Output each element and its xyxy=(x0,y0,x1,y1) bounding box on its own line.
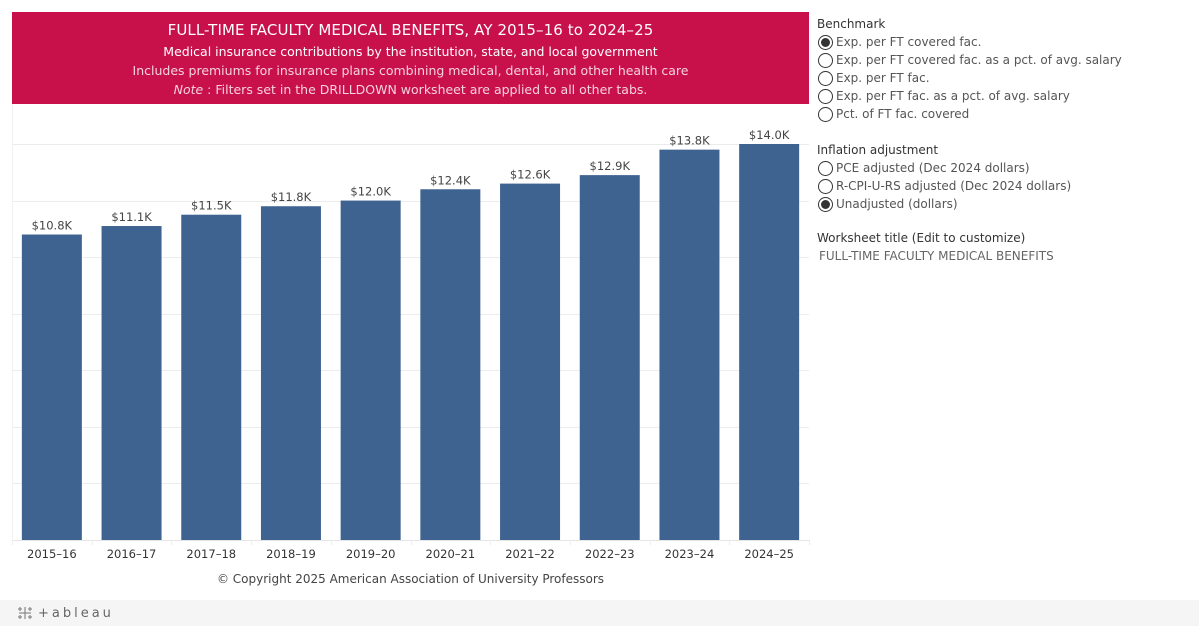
benchmark-option[interactable]: Exp. per FT covered fac. as a pct. of av… xyxy=(817,51,1197,69)
worksheet-title-label: Worksheet title (Edit to customize) xyxy=(817,231,1026,245)
radio-selected-icon[interactable] xyxy=(818,196,833,212)
note-label: Note xyxy=(173,82,204,97)
chart-title: FULL-TIME FACULTY MEDICAL BENEFITS, AY 2… xyxy=(167,21,654,39)
dashboard-header-banner: FULL-TIME FACULTY MEDICAL BENEFITS, AY 2… xyxy=(12,12,809,104)
benchmark-options: Exp. per FT covered fac. Exp. per FT cove… xyxy=(817,33,1197,123)
chart-description: Includes premiums for insurance plans co… xyxy=(132,63,689,78)
benchmark-option[interactable]: Exp. per FT covered fac. xyxy=(817,33,1197,51)
data-label: $12.4K xyxy=(430,173,471,187)
x-tick-label: 2023–24 xyxy=(665,547,715,561)
inflation-option[interactable]: PCE adjusted (Dec 2024 dollars) xyxy=(817,159,1197,177)
bar[interactable] xyxy=(101,226,162,540)
bar[interactable] xyxy=(260,206,321,540)
data-label: $10.8K xyxy=(32,219,73,233)
x-tick-label: 2024–25 xyxy=(744,547,794,561)
bar[interactable] xyxy=(21,234,82,540)
x-axis-tick-labels: 2015–16 2016–17 2017–18 2018–19 2019–20 2020–… xyxy=(27,547,794,561)
data-label: $11.5K xyxy=(191,199,232,213)
inflation-option-label: R-CPI-U-RS adjusted (Dec 2024 dollars) xyxy=(836,179,1072,193)
x-tick-label: 2022–23 xyxy=(585,547,635,561)
data-label: $12.6K xyxy=(510,168,551,182)
data-label: $11.8K xyxy=(271,190,312,204)
data-label: $13.8K xyxy=(669,134,710,148)
copyright-text: © Copyright 2025 American Association of… xyxy=(216,572,605,586)
data-labels: $10.8K $11.1K $11.5K $11.8K $12.0K $12.4K $12.… xyxy=(32,128,790,233)
data-label: $12.9K xyxy=(590,159,631,173)
bar[interactable] xyxy=(659,149,720,540)
x-tick-label: 2019–20 xyxy=(346,547,396,561)
radio-unselected-icon[interactable] xyxy=(818,160,833,176)
data-label: $12.0K xyxy=(350,185,391,199)
inflation-option-label: Unadjusted (dollars) xyxy=(836,197,958,211)
benchmark-label: Benchmark xyxy=(817,17,886,31)
bar-chart: $10.8K $11.1K $11.5K $11.8K $12.0K $12.4K $12.… xyxy=(12,104,810,561)
benchmark-option-label: Exp. per FT fac. xyxy=(836,71,930,85)
radio-unselected-icon[interactable] xyxy=(818,88,833,104)
x-tick-label: 2017–18 xyxy=(186,547,236,561)
bar[interactable] xyxy=(340,200,401,541)
benchmark-option[interactable]: Pct. of FT fac. covered xyxy=(817,105,1197,123)
bar[interactable] xyxy=(739,144,800,540)
benchmark-option[interactable]: Exp. per FT fac. xyxy=(817,69,1197,87)
benchmark-option-label: Exp. per FT covered fac. xyxy=(836,35,982,49)
radio-unselected-icon[interactable] xyxy=(818,106,833,122)
x-tick-label: 2016–17 xyxy=(107,547,157,561)
chart-subtitle: Medical insurance contributions by the i… xyxy=(163,44,658,59)
x-tick-label: 2015–16 xyxy=(27,547,77,561)
inflation-option[interactable]: R-CPI-U-RS adjusted (Dec 2024 dollars) xyxy=(817,177,1197,195)
tableau-wordmark: +ableau xyxy=(38,605,114,621)
radio-unselected-icon[interactable] xyxy=(818,178,833,194)
benchmark-option-label: Exp. per FT covered fac. as a pct. of av… xyxy=(836,53,1122,67)
radio-unselected-icon[interactable] xyxy=(818,52,833,68)
bars xyxy=(21,144,800,541)
benchmark-option-label: Exp. per FT fac. as a pct. of avg. salar… xyxy=(836,89,1070,103)
radio-selected-icon[interactable] xyxy=(818,34,833,50)
bar[interactable] xyxy=(420,189,481,540)
x-tick-label: 2018–19 xyxy=(266,547,316,561)
benchmark-parameter: Benchmark Exp. per FT covered fac. Exp. p… xyxy=(817,15,1197,123)
bar[interactable] xyxy=(579,175,640,540)
inflation-option[interactable]: Unadjusted (dollars) xyxy=(817,195,1197,213)
tableau-footer: +ableau xyxy=(0,600,1199,626)
data-label: $11.1K xyxy=(111,210,152,224)
bar[interactable] xyxy=(181,214,242,540)
inflation-label: Inflation adjustment xyxy=(817,143,939,157)
tableau-logo-link[interactable]: +ableau xyxy=(16,604,114,622)
worksheet-title-parameter: Worksheet title (Edit to customize) FULL… xyxy=(817,229,1197,265)
parameter-panel: Benchmark Exp. per FT covered fac. Exp. p… xyxy=(817,15,1197,265)
tableau-logo-icon xyxy=(18,607,32,619)
benchmark-option[interactable]: Exp. per FT fac. as a pct. of avg. salar… xyxy=(817,87,1197,105)
note-text: : Filters set in the DRILLDOWN worksheet… xyxy=(203,82,648,97)
data-label: $14.0K xyxy=(749,128,790,142)
x-tick-label: 2020–21 xyxy=(426,547,476,561)
benchmark-option-label: Pct. of FT fac. covered xyxy=(836,107,970,121)
x-tick-label: 2021–22 xyxy=(505,547,555,561)
bar[interactable] xyxy=(500,183,561,540)
inflation-parameter: Inflation adjustment PCE adjusted (Dec 2… xyxy=(817,141,1197,213)
radio-unselected-icon[interactable] xyxy=(818,70,833,86)
inflation-option-label: PCE adjusted (Dec 2024 dollars) xyxy=(836,161,1030,175)
chart-note: Note : Filters set in the DRILLDOWN work… xyxy=(12,82,809,97)
inflation-options: PCE adjusted (Dec 2024 dollars) R-CPI-U-R… xyxy=(817,159,1197,213)
worksheet-title-input[interactable]: FULL-TIME FACULTY MEDICAL BENEFITS xyxy=(819,249,1054,263)
